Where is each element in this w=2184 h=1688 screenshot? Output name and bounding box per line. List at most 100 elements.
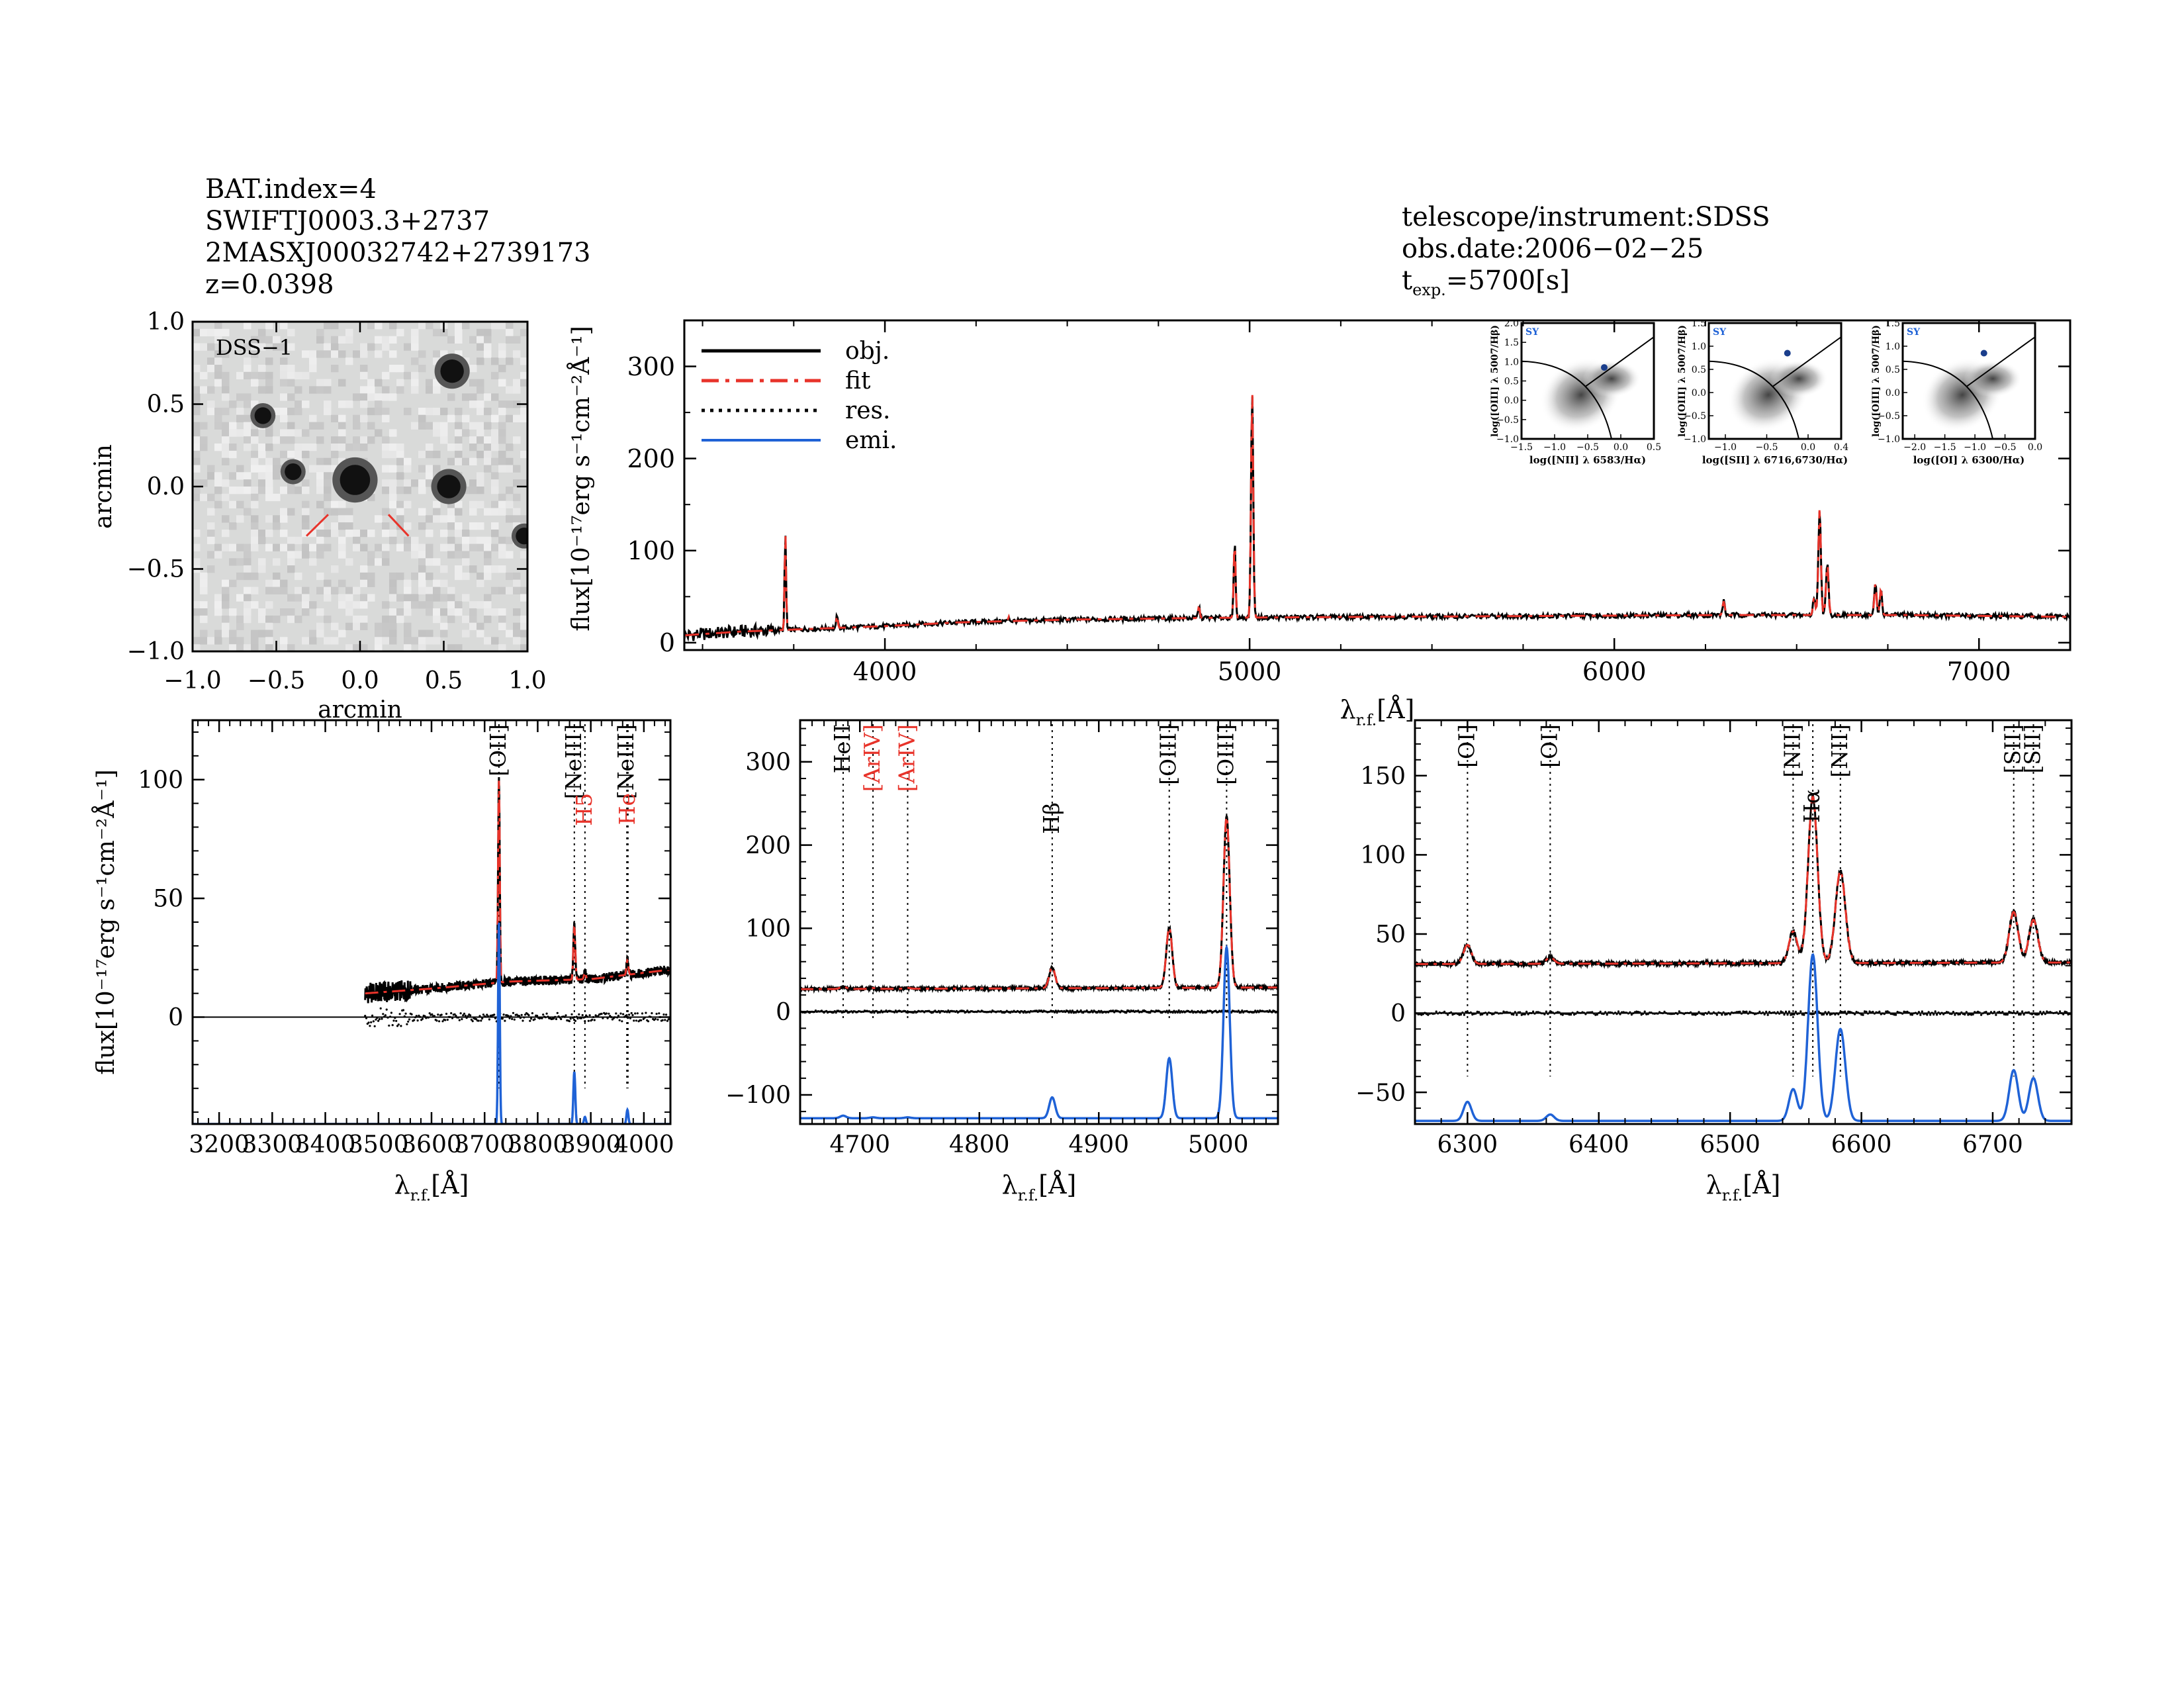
dss-pixel — [193, 479, 201, 487]
dss-pixel — [404, 594, 412, 602]
dss-pixel — [229, 608, 237, 616]
dss-pixel — [375, 543, 383, 551]
dss-pixel — [455, 644, 463, 651]
dss-pixel — [404, 601, 412, 609]
dss-pixel — [280, 487, 288, 494]
dss-pixel — [236, 572, 244, 581]
dss-pixel — [222, 328, 230, 337]
dss-pixel — [251, 543, 259, 551]
dss-pixel — [258, 487, 266, 494]
residual-point — [1858, 1012, 1861, 1015]
bpt-density-blob — [1964, 360, 2022, 397]
residual-point — [555, 1017, 558, 1021]
residual-point — [946, 1011, 948, 1013]
residual-point — [569, 1017, 572, 1020]
residual-point — [630, 1011, 633, 1015]
dss-pixel — [477, 487, 484, 494]
line-label: [SII] — [2019, 724, 2045, 773]
dss-pixel — [520, 644, 527, 651]
dss-pixel — [265, 386, 273, 394]
dss-pixel — [229, 558, 237, 566]
residual-point — [1176, 1011, 1179, 1014]
dss-pixel — [469, 479, 477, 487]
residual-point — [1465, 1011, 1467, 1013]
dss-pixel — [338, 536, 346, 545]
dss-pixel — [309, 601, 317, 609]
residual-point — [1745, 1010, 1748, 1013]
dss-image-panel: DSS−1−1.0 −0.5 0.0 0.5 1.01.00.50.0−0.5−1.0a… — [90, 308, 547, 724]
residual-point — [1090, 1009, 1093, 1012]
x-axis-label: λr.f.[Å] — [394, 1170, 469, 1205]
dss-pixel — [244, 444, 251, 451]
residual-point — [484, 1015, 487, 1018]
residual-point — [402, 1009, 405, 1011]
dss-pixel — [265, 457, 273, 465]
dss-pixel — [251, 586, 259, 594]
dss-pixel — [331, 322, 339, 330]
dss-pixel — [280, 343, 288, 351]
residual-point — [1753, 1013, 1756, 1015]
dss-pixel — [331, 343, 339, 351]
residual-point — [480, 1019, 482, 1022]
dss-pixel — [316, 457, 324, 465]
dss-pixel — [462, 393, 470, 401]
dss-pixel — [396, 328, 404, 337]
residual-point — [1450, 1011, 1453, 1013]
dss-pixel — [244, 436, 251, 444]
dss-pixel — [214, 350, 222, 358]
dss-pixel — [367, 579, 375, 587]
x-tick-label: 0.0 — [2028, 442, 2042, 453]
dss-pixel — [331, 350, 339, 358]
y-tick-label: 50 — [1375, 921, 1406, 949]
residual-point — [390, 1011, 393, 1014]
residual-point — [1611, 1011, 1614, 1014]
dss-pixel — [280, 508, 288, 516]
dss-pixel — [200, 371, 208, 380]
dss-pixel — [389, 336, 397, 344]
residual-point — [1237, 1009, 1240, 1012]
dss-pixel — [426, 465, 433, 473]
dss-pixel — [324, 579, 332, 587]
residual-point — [1926, 1013, 1929, 1016]
residual-point — [1936, 1013, 1938, 1016]
dss-pixel — [302, 500, 310, 508]
dss-pixel — [455, 457, 463, 465]
x-axis-label-sub: r.f. — [1722, 1186, 1743, 1205]
dss-pixel — [484, 436, 492, 444]
residual-point — [1637, 1011, 1639, 1013]
dss-pixel — [338, 422, 346, 430]
dss-pixel — [193, 429, 201, 437]
dss-pixel — [236, 429, 244, 437]
dss-pixel — [426, 551, 433, 559]
dss-pixel — [491, 414, 499, 422]
dss-pixel — [440, 630, 448, 637]
dss-pixel — [484, 536, 492, 545]
dss-pixel — [222, 601, 230, 609]
residual-point — [457, 1016, 460, 1019]
residual-point — [1948, 1012, 1952, 1015]
dss-pixel — [214, 328, 222, 337]
dss-pixel — [469, 422, 477, 430]
residual-point — [664, 1019, 666, 1021]
residual-point — [1888, 1011, 1891, 1014]
dss-pixel — [214, 500, 222, 508]
residual-point — [1924, 1012, 1927, 1015]
dss-pixel — [491, 608, 499, 616]
dss-pixel — [287, 379, 295, 387]
dss-pixel — [214, 414, 222, 422]
dss-pixel — [265, 479, 273, 487]
residual-point — [1054, 1009, 1057, 1012]
residual-point — [1937, 1011, 1940, 1014]
dss-pixel — [214, 608, 222, 616]
residual-point — [1599, 1010, 1602, 1013]
dss-pixel — [389, 322, 397, 330]
residual-point — [427, 1016, 430, 1019]
dss-pixel — [302, 586, 310, 594]
residual-point — [1171, 1011, 1174, 1014]
dss-pixel — [214, 551, 222, 559]
dss-pixel — [214, 637, 222, 645]
residual-point — [1615, 1013, 1618, 1015]
dss-pixel — [251, 487, 259, 494]
dss-pixel — [338, 515, 346, 523]
dss-pixel — [382, 551, 390, 559]
